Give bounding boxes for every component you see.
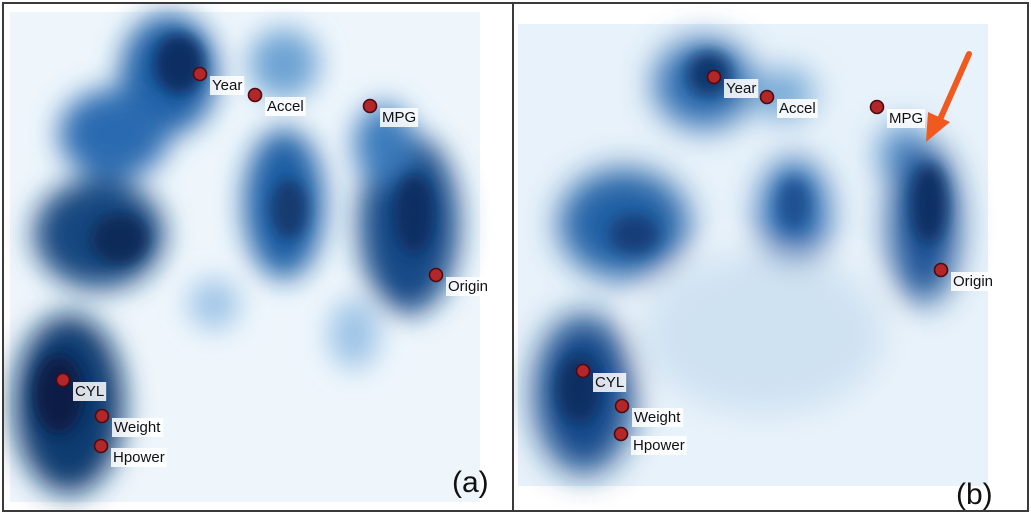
- variable-label: CYL: [595, 374, 624, 391]
- variable-marker[interactable]: [575, 363, 591, 379]
- variable-label: Weight: [114, 419, 161, 436]
- variable-origin[interactable]: Origin: [933, 262, 996, 292]
- variable-label: Accel: [267, 98, 304, 115]
- variable-label: Weight: [634, 409, 681, 426]
- variable-year[interactable]: Year: [706, 69, 759, 99]
- variable-hpower[interactable]: Hpower: [93, 438, 167, 468]
- label-background: [593, 373, 627, 392]
- variable-marker[interactable]: [869, 99, 885, 115]
- variable-weight[interactable]: Weight: [614, 398, 684, 428]
- panel-b: Year Accel MPG Origin CYL Weight Hpower (b): [512, 2, 1029, 512]
- variable-weight[interactable]: Weight: [94, 408, 164, 438]
- label-background: [777, 99, 818, 118]
- variable-label: CYL: [75, 383, 104, 400]
- variable-marker[interactable]: [614, 398, 630, 414]
- variable-label: Year: [726, 80, 756, 97]
- panel-label-b: (b): [956, 478, 993, 511]
- label-background: [210, 76, 245, 95]
- variable-label: Origin: [448, 278, 488, 295]
- label-background: [112, 418, 164, 437]
- density-map-b: Year Accel MPG Origin CYL Weight Hpower: [518, 24, 996, 486]
- variable-marker[interactable]: [55, 372, 71, 388]
- label-background: [73, 382, 107, 401]
- variable-label: MPG: [889, 110, 923, 127]
- variable-mpg[interactable]: MPG: [869, 99, 926, 129]
- variable-marker[interactable]: [94, 408, 110, 424]
- panel-a: Year Accel MPG Origin CYL Weight Hpower (a): [2, 2, 514, 512]
- label-background: [724, 79, 759, 98]
- variable-label: MPG: [382, 109, 416, 126]
- variable-hpower[interactable]: Hpower: [613, 426, 687, 456]
- variable-cyl[interactable]: CYL: [55, 372, 107, 402]
- density-map-a: Year Accel MPG Origin CYL Weight Hpower: [10, 12, 491, 502]
- orange-arrow: [926, 51, 972, 142]
- label-background: [887, 109, 926, 128]
- variable-year[interactable]: Year: [192, 66, 245, 96]
- variable-label: Accel: [779, 100, 816, 117]
- variable-accel[interactable]: Accel: [759, 89, 818, 119]
- variable-label: Hpower: [113, 449, 165, 466]
- variable-marker[interactable]: [933, 262, 949, 278]
- label-background: [951, 272, 996, 291]
- variable-label: Hpower: [633, 437, 685, 454]
- density-cores: [34, 34, 434, 434]
- label-background: [446, 277, 491, 296]
- label-background: [380, 108, 419, 127]
- variable-label: Origin: [953, 273, 993, 290]
- variable-accel[interactable]: Accel: [247, 87, 306, 117]
- variable-marker[interactable]: [247, 87, 263, 103]
- variable-mpg[interactable]: MPG: [362, 98, 419, 128]
- variable-marker[interactable]: [706, 69, 722, 85]
- label-background: [631, 436, 687, 455]
- variable-marker[interactable]: [192, 66, 208, 82]
- variable-marker[interactable]: [613, 426, 629, 442]
- variable-marker[interactable]: [93, 438, 109, 454]
- variable-markers-b: Year Accel MPG Origin CYL Weight Hpower: [575, 69, 996, 456]
- variable-marker[interactable]: [428, 267, 444, 283]
- variable-cyl[interactable]: CYL: [575, 363, 627, 393]
- label-background: [111, 448, 167, 467]
- variable-markers-a: Year Accel MPG Origin CYL Weight Hpower: [55, 66, 491, 468]
- variable-marker[interactable]: [362, 98, 378, 114]
- variable-marker[interactable]: [759, 89, 775, 105]
- variable-label: Year: [212, 77, 242, 94]
- panel-label-a: (a): [452, 466, 489, 499]
- label-background: [632, 408, 684, 427]
- variable-origin[interactable]: Origin: [428, 267, 491, 297]
- label-background: [265, 97, 306, 116]
